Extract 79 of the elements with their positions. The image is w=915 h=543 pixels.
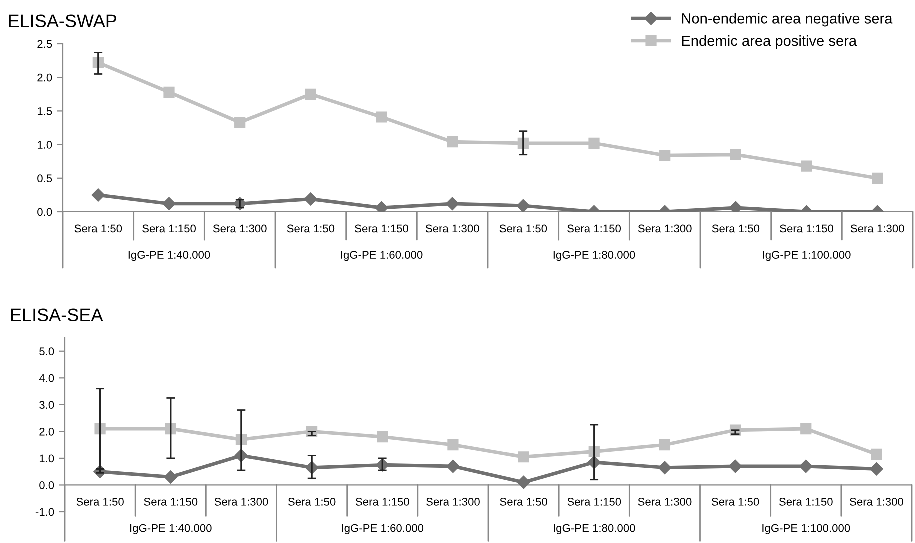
x-tick-label: Sera 1:300 bbox=[214, 498, 268, 506]
x-tick-label: Sera 1:50 bbox=[287, 224, 335, 233]
y-tick-label: 0.5 bbox=[38, 174, 52, 183]
text: IgG-PE 1:60.000 bbox=[342, 524, 424, 534]
x-tick-label: Sera 1:50 bbox=[500, 224, 548, 233]
y-tick-label: 2.0 bbox=[38, 74, 52, 82]
point bbox=[164, 470, 178, 484]
point bbox=[375, 201, 388, 212]
x-tick-label: Sera 1:300 bbox=[850, 498, 904, 506]
point bbox=[588, 138, 600, 150]
x-tick-label: Sera 1:300 bbox=[638, 498, 692, 506]
point bbox=[164, 86, 175, 98]
point bbox=[234, 117, 246, 128]
y-tick-label: 4.0 bbox=[39, 374, 54, 382]
point bbox=[728, 460, 742, 474]
x-tick-label: Sera 1:150 bbox=[356, 498, 410, 506]
point bbox=[658, 461, 672, 474]
y-tick-label: 3.0 bbox=[40, 401, 54, 410]
text: IgG-PE 1:40.000 bbox=[128, 251, 210, 262]
x-tick-label: Sera 1:150 bbox=[355, 224, 408, 233]
point bbox=[447, 136, 458, 148]
point bbox=[801, 160, 812, 172]
point bbox=[446, 197, 460, 211]
point bbox=[446, 460, 460, 474]
text: IgG-PE 1:100.000 bbox=[763, 251, 851, 262]
y-tick-label: 2.5 bbox=[38, 40, 52, 48]
x-tick-label: Sera 1:150 bbox=[780, 224, 834, 233]
point bbox=[659, 440, 671, 451]
text: IgG-PE 1:40.000 bbox=[130, 524, 212, 534]
x-tick-label: Sera 1:150 bbox=[779, 498, 833, 506]
point bbox=[800, 423, 812, 435]
point bbox=[305, 88, 316, 100]
point bbox=[518, 452, 530, 463]
point bbox=[377, 431, 388, 443]
point bbox=[448, 440, 459, 451]
point bbox=[800, 460, 813, 474]
point bbox=[92, 188, 106, 202]
point bbox=[162, 197, 176, 211]
x-tick-label: Sera 1:150 bbox=[568, 224, 621, 233]
legend-label: Endemic area positive sera bbox=[682, 35, 858, 50]
legend-label: Non-endemic area negative sera bbox=[682, 13, 893, 27]
y-tick-label: 1.0 bbox=[38, 141, 52, 149]
point bbox=[870, 462, 884, 476]
y-tick-label: 2.0 bbox=[40, 428, 54, 436]
x-tick-label: Sera 1:50 bbox=[288, 498, 336, 506]
x-tick-label: Sera 1:150 bbox=[144, 498, 198, 506]
x-tick-label: Sera 1:50 bbox=[712, 224, 760, 233]
point bbox=[730, 149, 742, 160]
y-tick-label: -1.0 bbox=[36, 508, 54, 516]
x-tick-label: Sera 1:300 bbox=[213, 224, 267, 233]
point bbox=[376, 112, 388, 123]
text: IgG-PE 1:100.000 bbox=[762, 524, 850, 534]
point bbox=[872, 172, 884, 184]
y-tick-label: 5.0 bbox=[40, 348, 54, 356]
point bbox=[304, 192, 318, 206]
y-tick-label: 0.0 bbox=[38, 208, 52, 216]
point bbox=[516, 199, 530, 212]
chart-title: ELISA-SWAP bbox=[9, 14, 116, 28]
y-tick-label: 1.0 bbox=[40, 454, 54, 463]
text: IgG-PE 1:80.000 bbox=[554, 524, 636, 534]
text: IgG-PE 1:60.000 bbox=[341, 251, 423, 262]
x-tick-label: Sera 1:300 bbox=[426, 224, 480, 233]
y-tick-label: 1.5 bbox=[38, 108, 52, 116]
x-tick-label: Sera 1:300 bbox=[638, 224, 692, 233]
point bbox=[517, 476, 530, 490]
point bbox=[871, 448, 882, 460]
chart-title: ELISA-SEA bbox=[11, 308, 104, 322]
x-tick-label: Sera 1:50 bbox=[74, 224, 122, 233]
x-tick-label: Sera 1:50 bbox=[500, 498, 548, 506]
text: IgG-PE 1:80.000 bbox=[554, 251, 636, 262]
x-tick-label: Sera 1:50 bbox=[712, 498, 760, 506]
x-tick-label: Sera 1:300 bbox=[850, 224, 904, 233]
point bbox=[729, 201, 743, 212]
x-tick-label: Sera 1:150 bbox=[568, 498, 622, 506]
y-tick-label: 0.0 bbox=[40, 482, 54, 490]
x-tick-label: Sera 1:150 bbox=[142, 224, 196, 233]
x-tick-label: Sera 1:50 bbox=[76, 498, 124, 506]
point bbox=[660, 150, 671, 162]
x-tick-label: Sera 1:300 bbox=[426, 498, 480, 506]
